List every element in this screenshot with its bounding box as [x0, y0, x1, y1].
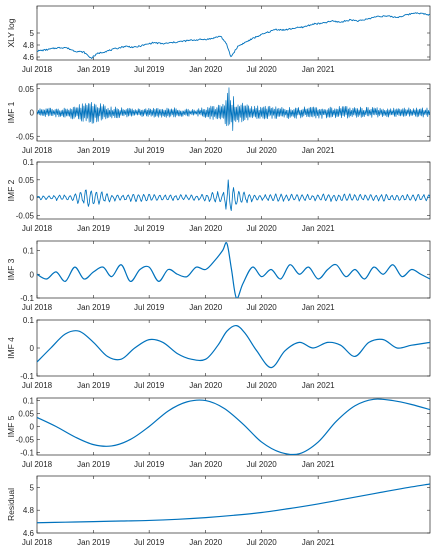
series-line-imf-4	[37, 324, 430, 369]
panel-xly-log: 4.6 4.8 5 Jul 2018 Jan 2019 Jul 2019 Jan 2020 J…	[6, 5, 431, 74]
x-tick-label: Jul 2020	[246, 146, 277, 155]
x-tick-label: Jan 2021	[302, 460, 335, 469]
series-line-imf-1	[37, 87, 430, 131]
y-tick-label: 4.8	[23, 41, 35, 50]
y-tick-label: 4.6	[23, 529, 35, 538]
x-tick-label: Jan 2020	[189, 303, 222, 312]
x-tick-label: Jul 2018	[22, 460, 53, 469]
x-tick-label: Jul 2018	[22, 65, 53, 74]
y-tick-label: -0.1	[20, 372, 34, 381]
panel-imf-5: -0.1 -0.05 0 0.05 0.1 Jul 2018 Jan 2019 Jul 201…	[6, 397, 431, 469]
y-axis-label: IMF 2	[6, 179, 16, 201]
y-tick-label: 0.1	[23, 158, 35, 167]
panel-imf-2: -0.05 0 0.05 0.1 Jul 2018 Jan 2019 Jul 2019 Jan…	[6, 158, 431, 233]
y-tick-label: 0.1	[23, 247, 35, 256]
x-tick-label: Jul 2020	[246, 224, 277, 233]
y-tick-label: 0	[30, 423, 35, 432]
x-tick-label: Jan 2021	[302, 65, 335, 74]
x-tick-label: Jan 2019	[77, 65, 110, 74]
y-tick-label: 0	[30, 109, 35, 118]
y-axis-label: Residual	[6, 488, 16, 521]
x-tick-label: Jul 2018	[22, 224, 53, 233]
x-tick-label: Jul 2020	[246, 460, 277, 469]
y-axis-label: XLY log	[6, 18, 16, 47]
y-tick-label: 0.1	[23, 316, 35, 325]
x-tick-label: Jul 2018	[22, 303, 53, 312]
x-tick-label: Jan 2020	[189, 460, 222, 469]
panel-imf-3: -0.1 0 0.1 Jul 2018 Jan 2019 Jul 2019 Jan 2020…	[6, 240, 431, 312]
x-tick-label: Jul 2019	[134, 538, 165, 547]
x-tick-label: Jan 2019	[77, 381, 110, 390]
x-tick-label: Jul 2019	[134, 65, 165, 74]
y-tick-label: 4.8	[23, 506, 35, 515]
x-tick-label: Jul 2019	[134, 460, 165, 469]
y-tick-label: 4.6	[23, 53, 35, 62]
y-tick-label: 5	[30, 483, 35, 492]
series-line-xly-log	[37, 12, 430, 59]
series-line-residual	[37, 483, 430, 524]
panel-residual: 4.6 4.8 5 Jul 2018 Jan 2019 Jul 2019 Jan 2020 J…	[6, 475, 431, 547]
x-tick-label: Jan 2019	[77, 146, 110, 155]
y-tick-label: 0	[30, 194, 35, 203]
axes-box	[36, 319, 431, 377]
y-tick-label: -0.05	[16, 435, 35, 444]
x-tick-label: Jul 2019	[134, 146, 165, 155]
x-tick-label: Jul 2020	[246, 381, 277, 390]
y-tick-label: 0.05	[18, 176, 34, 185]
y-axis-label: IMF 5	[6, 415, 16, 437]
y-tick-label: -0.05	[16, 132, 35, 141]
y-tick-label: 0	[30, 344, 35, 353]
x-tick-label: Jan 2020	[189, 224, 222, 233]
x-tick-label: Jan 2019	[77, 303, 110, 312]
x-tick-label: Jul 2019	[134, 224, 165, 233]
x-tick-label: Jul 2018	[22, 538, 53, 547]
series-line-imf-2	[37, 179, 430, 211]
y-axis-label: IMF 1	[6, 101, 16, 123]
x-tick-label: Jul 2019	[134, 303, 165, 312]
y-tick-label: 5	[30, 29, 35, 38]
x-tick-label: Jan 2019	[77, 538, 110, 547]
y-tick-label: 0.05	[18, 85, 34, 94]
panel-imf-1: -0.05 0 0.05 Jul 2018 Jan 2019 Jul 2019 Jan 20…	[6, 83, 431, 155]
y-axis-label: IMF 3	[6, 258, 16, 280]
y-tick-label: 0.05	[18, 410, 34, 419]
x-tick-label: Jul 2020	[246, 303, 277, 312]
panel-imf-4: -0.1 0 0.1 Jul 2018 Jan 2019 Jul 2019 Jan 2020…	[6, 316, 431, 390]
y-tick-label: 0	[30, 270, 35, 279]
axes-box	[36, 397, 431, 456]
x-tick-label: Jan 2019	[77, 460, 110, 469]
series-line-imf-3	[37, 242, 430, 298]
x-tick-label: Jan 2021	[302, 224, 335, 233]
x-tick-label: Jan 2020	[189, 538, 222, 547]
x-tick-label: Jan 2021	[302, 303, 335, 312]
x-tick-label: Jul 2020	[246, 65, 277, 74]
x-tick-label: Jan 2021	[302, 381, 335, 390]
axes-box	[36, 475, 431, 534]
x-tick-label: Jul 2020	[246, 538, 277, 547]
axes-box	[36, 161, 431, 220]
x-tick-label: Jan 2021	[302, 538, 335, 547]
x-tick-label: Jul 2018	[22, 381, 53, 390]
y-tick-label: -0.1	[20, 448, 34, 457]
y-tick-label: -0.1	[20, 294, 34, 303]
y-axis-label: IMF 4	[6, 337, 16, 359]
y-tick-label: 0.1	[23, 397, 35, 406]
axes-box	[36, 5, 431, 61]
x-tick-label: Jan 2020	[189, 381, 222, 390]
x-tick-label: Jan 2020	[189, 65, 222, 74]
x-tick-label: Jan 2020	[189, 146, 222, 155]
y-tick-label: -0.05	[16, 211, 35, 220]
x-tick-label: Jul 2019	[134, 381, 165, 390]
axes-box	[36, 240, 431, 299]
x-tick-label: Jan 2021	[302, 146, 335, 155]
x-tick-label: Jul 2018	[22, 146, 53, 155]
x-tick-label: Jan 2019	[77, 224, 110, 233]
series-line-imf-5	[37, 398, 430, 455]
